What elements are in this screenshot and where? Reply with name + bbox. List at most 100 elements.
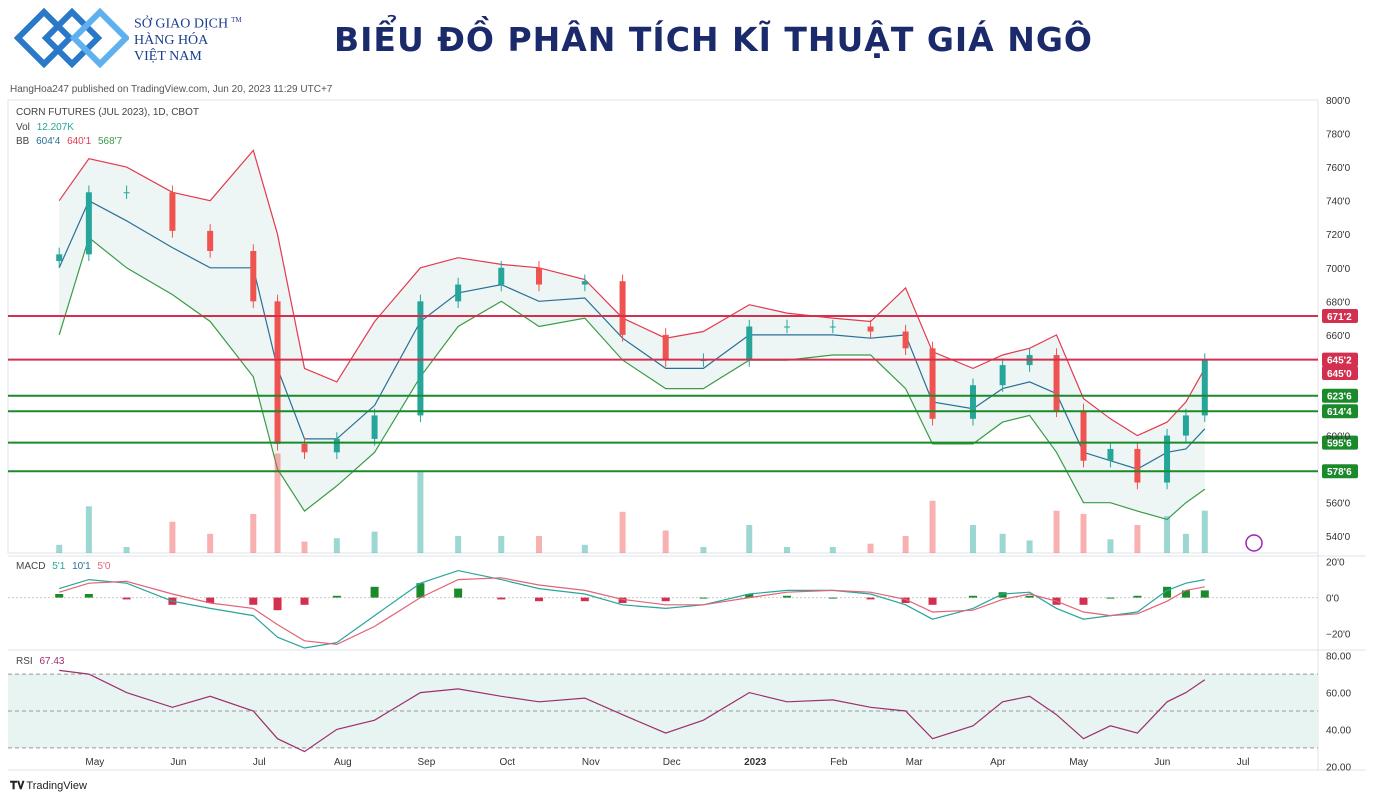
- price-candle: [536, 267, 543, 285]
- level-label-box: [1322, 352, 1358, 367]
- rsi-tick-label: 60.00: [1326, 689, 1351, 700]
- tradingview-label: TradingView: [26, 780, 87, 792]
- volume-bar: [536, 536, 543, 553]
- month-tick-label: 2023: [744, 757, 767, 768]
- rsi-value: 67.43: [39, 656, 65, 667]
- bollinger-upper-line: [58, 149, 1206, 437]
- price-candle: [1080, 410, 1087, 461]
- volume-bar: [207, 533, 214, 553]
- volume-bar: [250, 514, 257, 553]
- macd-tick-label: 20'0: [1326, 558, 1345, 569]
- macd-histogram-bar: [332, 595, 341, 598]
- volume-bar: [169, 521, 176, 553]
- price-tick-label: 800'0: [1326, 96, 1351, 107]
- month-tick-label: May: [85, 757, 104, 768]
- price-tick-label: 560'0: [1326, 499, 1351, 510]
- price-candle: [929, 348, 936, 419]
- macd-hist-value: 5'1: [52, 561, 66, 572]
- macd-line: [59, 569, 1205, 649]
- price-candle: [301, 443, 308, 453]
- volume-bar: [1107, 539, 1114, 553]
- price-tick-label: 680'0: [1326, 297, 1351, 308]
- volume-bar: [455, 536, 462, 553]
- month-tick-label: Sep: [418, 757, 436, 768]
- price-tick-label: 720'0: [1326, 230, 1351, 241]
- macd-histogram-bar: [497, 597, 506, 600]
- bb-legend: BB 604'4 640'1 568'7: [16, 136, 126, 147]
- tradingview-brand[interactable]: 𝐓𝐕 TradingView: [10, 780, 87, 793]
- volume-bar: [700, 547, 707, 553]
- price-candle: [498, 267, 505, 285]
- price-tick-label: 660'0: [1326, 331, 1351, 342]
- level-label-box: [1322, 404, 1358, 419]
- level-label: 614'4: [1327, 407, 1352, 418]
- volume-bar: [1080, 514, 1087, 553]
- vol-label: Vol: [16, 122, 30, 133]
- bb-mid-value: 604'4: [36, 136, 61, 147]
- bollinger-mid-line: [58, 199, 1206, 470]
- bollinger-band-fill: [59, 150, 1205, 520]
- macd-histogram-bar: [454, 588, 463, 598]
- level-label: 595'6: [1327, 439, 1352, 450]
- price-tick-label: 700'0: [1326, 264, 1351, 275]
- level-label: 671'2: [1327, 312, 1352, 323]
- price-tick-label: 740'0: [1326, 197, 1351, 208]
- volume-bar: [333, 538, 340, 553]
- macd-histogram-bar: [122, 597, 131, 600]
- price-candle: [1201, 360, 1208, 416]
- price-candle: [207, 230, 214, 251]
- macd-legend: MACD 5'1 10'1 5'0: [16, 561, 114, 572]
- symbol-name: CORN FUTURES (JUL 2023), 1D, CBOT: [16, 107, 199, 118]
- volume-bar: [969, 525, 976, 553]
- price-candle: [619, 281, 626, 335]
- month-tick-label: Jun: [170, 757, 186, 768]
- logo-line-2: HÀNG HÓA: [134, 32, 209, 48]
- volume-bar: [662, 530, 669, 553]
- month-tick-label: Jul: [1237, 757, 1250, 768]
- volume-bar: [783, 547, 790, 553]
- macd-histogram-bar: [661, 597, 670, 602]
- macd-histogram-bar: [828, 597, 837, 599]
- price-candle: [250, 251, 257, 302]
- vol-value: 12.207K: [36, 122, 74, 133]
- macd-signal-line: [59, 577, 1205, 646]
- rsi-tick-label: 40.00: [1326, 725, 1351, 736]
- rsi-tick-label: 80.00: [1326, 652, 1351, 663]
- price-candle: [1164, 435, 1171, 483]
- price-tick-label: 760'0: [1326, 163, 1351, 174]
- macd-histogram-bar: [1163, 586, 1172, 598]
- macd-histogram-bar: [370, 586, 379, 598]
- volume-bar: [1134, 525, 1141, 553]
- volume-bar: [1182, 533, 1189, 553]
- macd-histogram-bar: [1133, 595, 1142, 598]
- macd-histogram-bar: [416, 583, 425, 598]
- macd-histogram-bar: [249, 597, 258, 605]
- bb-label: BB: [16, 136, 30, 147]
- volume-bar: [417, 472, 424, 553]
- price-candle: [417, 301, 424, 416]
- price-tick-label: 600'0: [1326, 432, 1351, 443]
- macd-histogram-bar: [206, 597, 215, 603]
- macd-histogram-bar: [866, 597, 875, 600]
- price-candle: [169, 192, 176, 231]
- rsi-label: RSI: [16, 656, 33, 667]
- volume-bar: [999, 533, 1006, 553]
- logo-line-3: VIỆT NAM: [134, 48, 202, 64]
- level-label: 578'6: [1327, 467, 1352, 478]
- macd-tick-label: −20'0: [1326, 630, 1351, 641]
- exchange-name: SỞ GIAO DỊCH TM HÀNG HÓA VIỆT NAM: [134, 12, 242, 65]
- volume-legend: Vol 12.207K: [16, 122, 78, 133]
- price-candle: [999, 365, 1006, 386]
- alert-icon: [1245, 534, 1263, 552]
- price-candle: [333, 438, 340, 453]
- volume-bar: [619, 511, 626, 553]
- volume-bar: [1201, 510, 1208, 553]
- price-candle: [1182, 415, 1189, 436]
- volume-bar: [829, 547, 836, 553]
- macd-histogram-bar: [699, 597, 708, 599]
- volume-bar: [56, 544, 63, 553]
- page-title: BIỂU ĐỒ PHÂN TÍCH KĨ THUẬT GIÁ NGÔ: [334, 20, 1093, 59]
- macd-histogram-bar: [968, 595, 977, 598]
- month-tick-label: Feb: [830, 757, 848, 768]
